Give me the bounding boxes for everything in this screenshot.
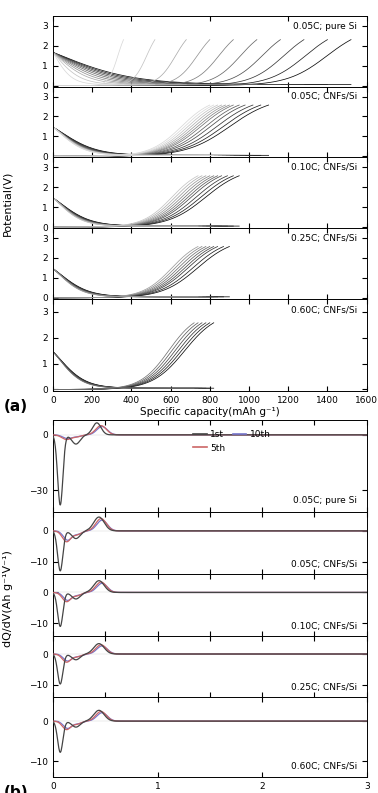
Text: 0.25C; CNFs/Si: 0.25C; CNFs/Si	[291, 684, 357, 692]
Legend: 1st, 5th, 10th: 1st, 5th, 10th	[189, 427, 274, 456]
Text: 0.10C; CNFs/Si: 0.10C; CNFs/Si	[291, 163, 357, 172]
Text: (a): (a)	[4, 399, 28, 414]
Text: 0.05C; CNFs/Si: 0.05C; CNFs/Si	[291, 92, 357, 102]
Text: 0.05C; pure Si: 0.05C; pure Si	[293, 496, 357, 505]
Text: 0.05C; CNFs/Si: 0.05C; CNFs/Si	[291, 560, 357, 569]
Text: 0.10C; CNFs/Si: 0.10C; CNFs/Si	[291, 622, 357, 630]
Text: dQ/dV(Ah g⁻¹V⁻¹): dQ/dV(Ah g⁻¹V⁻¹)	[3, 550, 12, 647]
Text: (b): (b)	[4, 785, 28, 793]
Text: 0.60C; CNFs/Si: 0.60C; CNFs/Si	[291, 306, 357, 315]
Text: Potential(V): Potential(V)	[3, 170, 12, 236]
Text: 0.60C; CNFs/Si: 0.60C; CNFs/Si	[291, 762, 357, 771]
Text: 0.25C; CNFs/Si: 0.25C; CNFs/Si	[291, 234, 357, 243]
Text: 0.05C; pure Si: 0.05C; pure Si	[293, 21, 357, 30]
X-axis label: Specific capacity(mAh g⁻¹): Specific capacity(mAh g⁻¹)	[140, 408, 280, 417]
